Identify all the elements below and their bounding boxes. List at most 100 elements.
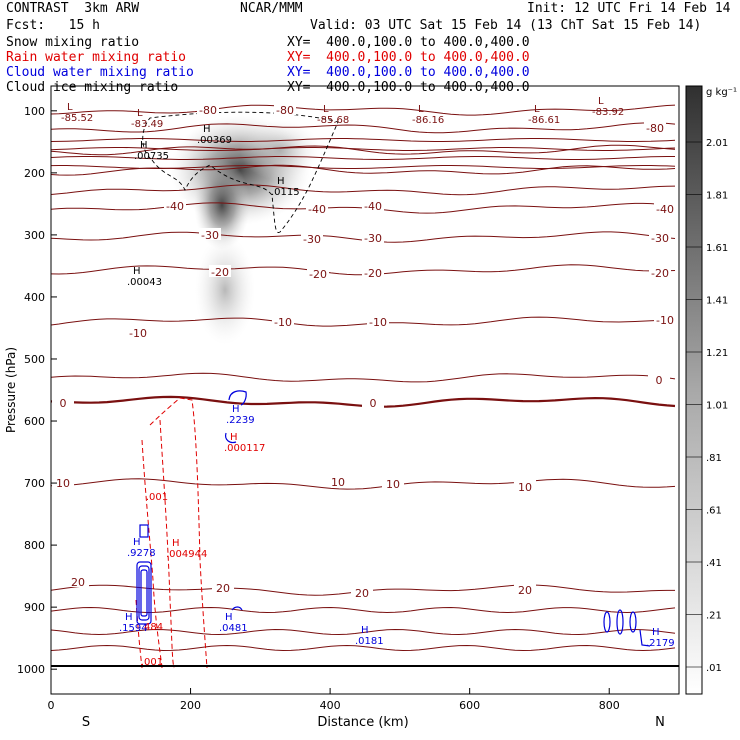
extremum-value: -83.92	[592, 107, 624, 118]
y-axis-label: Pressure (hPa)	[4, 347, 18, 433]
extremum-mark: L	[137, 108, 143, 119]
x-axis: 0 200 400 600 800	[48, 688, 620, 712]
extremum-mark: L	[418, 104, 424, 115]
extremum-value: -85.52	[61, 113, 93, 124]
temperature-label: -20	[211, 266, 229, 279]
colorbar-labels: .01 .21 .41 .61 .81 1.01 1.21 1.41 1.61 1.81 2.01	[686, 138, 728, 674]
temperature-line	[51, 316, 676, 327]
temperature-label: -10	[274, 316, 292, 329]
plot-frame	[50, 85, 680, 695]
extremum-mark: H	[133, 266, 141, 277]
temperature-label: -40	[166, 200, 184, 213]
extremum-value: .2239	[226, 415, 255, 426]
temperature-label: 0	[656, 374, 663, 387]
temperature-label: 0	[60, 397, 67, 410]
temperature-label-bg	[362, 266, 384, 278]
temperature-label-bg	[362, 396, 384, 408]
temperature-label: -20	[364, 267, 382, 280]
extremum-mark: H	[203, 124, 211, 135]
temperature-label: -80	[646, 122, 664, 135]
temperature-label: 20	[518, 584, 532, 597]
temperature-label: 20	[71, 576, 85, 589]
temperature-label: -20	[309, 268, 327, 281]
extremum-mark: H	[277, 176, 285, 187]
temperature-label-bg	[272, 315, 294, 327]
temperature-line	[51, 122, 676, 134]
temperature-label-bg	[306, 202, 328, 214]
temperature-line	[51, 372, 676, 383]
extremum-value: .000117	[224, 443, 265, 454]
temperature-label: -40	[308, 203, 326, 216]
field-name-cloud-water: Cloud water mixing ratio	[6, 65, 194, 80]
extrema-labels: L-85.52 L-83.49 H.00369H.00735L-85.68L-86.…	[61, 96, 675, 649]
y-tick-label: 900	[24, 601, 45, 614]
extremum-value: .1594	[119, 623, 148, 634]
field-xy-cloud-water: XY= 400.0,100.0 to 400.0,400.0	[287, 65, 530, 80]
cloud-water-contours	[136, 390, 651, 647]
x-axis-label: Distance (km)	[317, 715, 408, 730]
center-title: NCAR/MMM	[240, 1, 303, 16]
temperature-line	[51, 644, 676, 652]
extremum-value: -86.16	[412, 115, 444, 126]
temperature-label-bg	[644, 121, 666, 133]
init-time: Init: 12 UTC Fri 14 Feb 14	[527, 1, 731, 16]
temperature-label: -40	[656, 203, 674, 216]
temperature-label-bg	[649, 231, 671, 243]
x-tick-label: 200	[180, 699, 201, 712]
rain-water-contours	[135, 397, 208, 669]
extremum-mark: H	[361, 625, 369, 636]
y-tick-label: 1000	[17, 663, 45, 676]
extremum-value: .00043	[127, 277, 162, 288]
temperature-label-bg	[307, 267, 329, 279]
extremum-mark: H	[172, 538, 180, 549]
temperature-label-bg	[367, 315, 389, 327]
colorbar-label: 1.21	[706, 348, 728, 359]
temperature-label: -10	[129, 327, 147, 340]
extremum-mark: H	[652, 627, 660, 638]
valid-time: Valid: 03 UTC Sat 15 Feb 14 (13 ChT Sat …	[310, 18, 702, 33]
x-tick-label: 800	[599, 699, 620, 712]
colorbar-label: 1.01	[706, 401, 728, 412]
temperature-label: -30	[364, 232, 382, 245]
temperature-line	[51, 478, 676, 490]
extremum-value: .2179	[646, 638, 675, 649]
snow-mixing-ratio-shading	[170, 115, 320, 345]
y-axis: 100 200 300 400 500 600 700 800 900 1000	[17, 105, 57, 676]
y-tick-label: 500	[24, 353, 45, 366]
temperature-label-bg	[274, 103, 296, 115]
y-tick-label: 600	[24, 415, 45, 428]
colorbar-label: 1.81	[706, 191, 728, 202]
temperature-label-bg	[52, 396, 74, 408]
temperature-contours	[51, 104, 676, 652]
temperature-line	[51, 138, 676, 142]
extremum-mark: H	[133, 537, 141, 548]
temperature-labels: -80 -80 -80 -40 -40 -40 -40 -30 -30 -30 -30 -20 -20 -…	[52, 103, 676, 600]
extremum-value: .004944	[166, 549, 207, 560]
extremum-mark: H	[232, 404, 240, 415]
colorbar-unit: g kg⁻¹	[706, 87, 737, 98]
field-name-cloud-ice: Cloud ice mixing ratio	[6, 80, 179, 95]
temperature-label-bg	[362, 199, 384, 211]
extremum-mark: H	[225, 612, 233, 623]
temperature-label: 20	[216, 582, 230, 595]
temperature-label-bg	[52, 476, 74, 488]
y-tick-label: 400	[24, 291, 45, 304]
temperature-label-bg	[362, 231, 384, 243]
colorbar-label: .41	[706, 558, 722, 569]
temperature-label-bg	[301, 232, 323, 244]
colorbar-label: 1.61	[706, 243, 728, 254]
extremum-mark: L	[67, 102, 73, 113]
colorbar-label: .01	[706, 663, 722, 674]
extremum-value: 484	[144, 622, 163, 633]
temperature-line	[51, 147, 676, 151]
y-tick-label: 200	[24, 167, 45, 180]
temperature-label: 10	[518, 481, 532, 494]
extremum-value: .0481	[219, 623, 248, 634]
extremum-value: .0115	[271, 187, 300, 198]
colorbar-label: 2.01	[706, 138, 728, 149]
temperature-label-bg	[514, 583, 536, 595]
x-end-label-left: S	[82, 715, 90, 730]
temperature-label: -30	[651, 232, 669, 245]
extremum-mark: H	[230, 432, 238, 443]
temperature-label-bg	[648, 373, 670, 385]
